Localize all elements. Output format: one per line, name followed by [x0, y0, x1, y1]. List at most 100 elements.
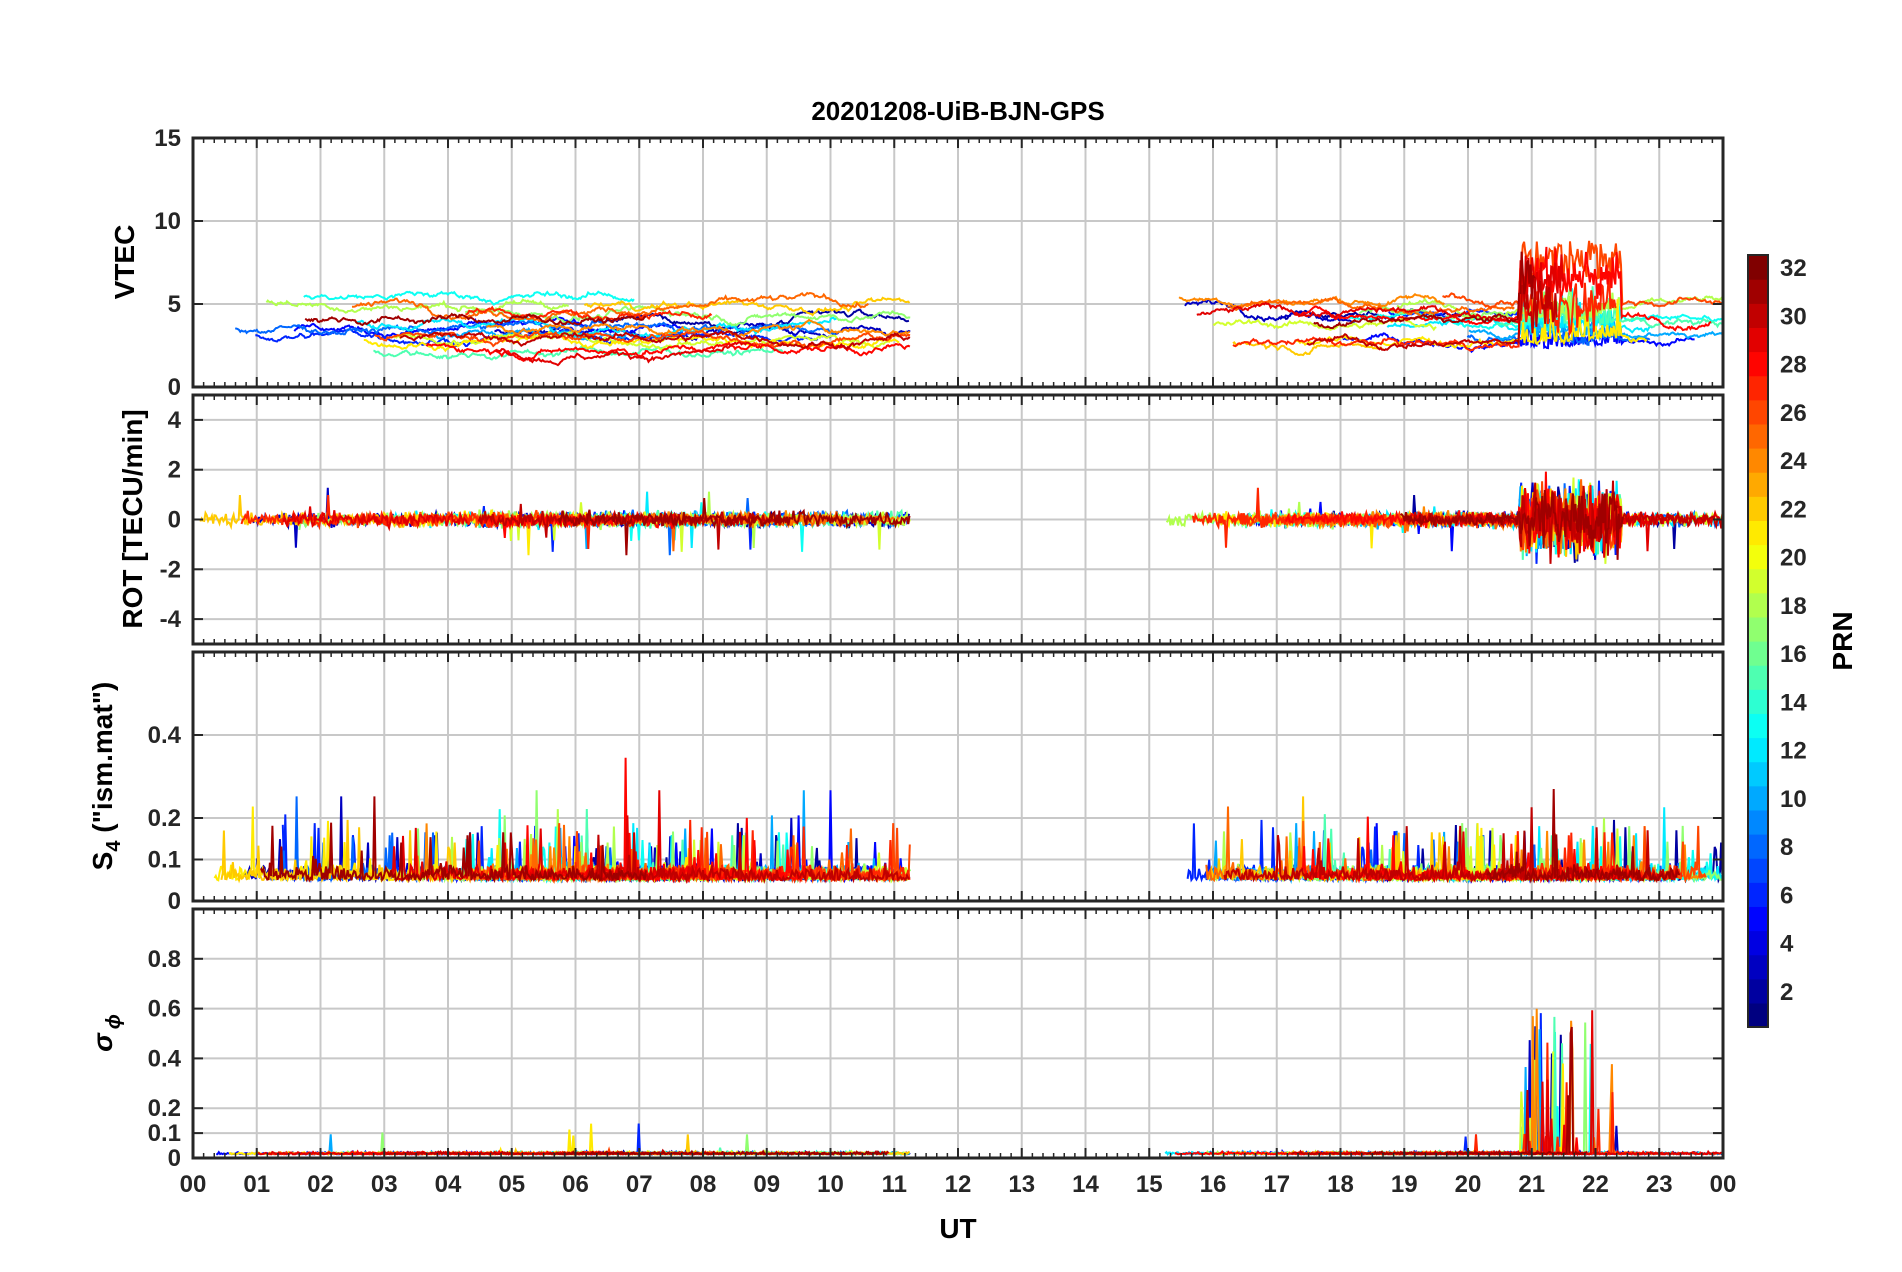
colorbar-cell — [1748, 496, 1768, 521]
colorbar-cell — [1748, 665, 1768, 690]
colorbar-cell — [1748, 592, 1768, 618]
colorbar-cell — [1748, 279, 1768, 304]
vtec-series-prn-28 — [425, 341, 911, 362]
colorbar-tick-label: 4 — [1780, 931, 1794, 958]
sigma_phi-y-tick-label: 0.8 — [148, 946, 181, 973]
vtec-series-prn-31 — [1313, 251, 1536, 330]
vtec-series-prn-18 — [265, 298, 569, 314]
x-tick-label: 00 — [180, 1171, 207, 1198]
s4-y-tick-label: 0.2 — [148, 805, 181, 832]
colorbar-cell — [1748, 761, 1768, 787]
s4-ylabel: S4 ("ism.mat") — [87, 682, 125, 871]
vtec-series-prn-19 — [393, 329, 891, 351]
x-tick-label: 19 — [1391, 1171, 1418, 1198]
colorbar-cell — [1748, 978, 1768, 1004]
colorbar-cell — [1748, 544, 1768, 570]
colorbar-label: PRN — [1827, 611, 1858, 670]
sigma_phi-y-tick-label: 0.6 — [148, 996, 181, 1023]
s4-series-prn-31 — [259, 796, 647, 884]
rot-y-tick-label: 4 — [168, 407, 182, 434]
colorbar-cell — [1748, 1002, 1768, 1028]
rot-series-prn-31 — [1400, 489, 1624, 560]
sigma-phi-ylabel-sub: ϕ — [103, 1014, 125, 1029]
colorbar-tick-label: 8 — [1780, 834, 1793, 861]
sigma_phi-series-prn-30 — [1291, 1089, 1532, 1156]
s4-ylabel-main: S — [87, 852, 118, 871]
rot-y-tick-label: -4 — [160, 606, 182, 633]
colorbar-tick-label: 22 — [1780, 496, 1807, 523]
x-tick-label: 15 — [1136, 1171, 1163, 1198]
s4-panel: 0 0.1 0.2 0.4 S4 ("ism.mat") — [87, 650, 1725, 915]
x-tick-label: 18 — [1327, 1171, 1354, 1198]
vtec-ylabel: VTEC — [109, 225, 140, 300]
sigma_phi-y-tick-label: 0.2 — [148, 1095, 181, 1122]
x-tick-label: 22 — [1582, 1171, 1609, 1198]
vtec-series-prn-13 — [303, 290, 635, 306]
colorbar-tick-label: 30 — [1780, 303, 1807, 330]
colorbar-cell — [1748, 737, 1768, 763]
x-tick-label: 21 — [1518, 1171, 1545, 1198]
s4-series-prn-30 — [1223, 807, 1678, 884]
vtec-series-prn-29 — [494, 341, 754, 367]
vtec-series-prn-31 — [304, 312, 647, 327]
x-tick-label: 13 — [1008, 1171, 1035, 1198]
sigma_phi-y-tick-label: 0 — [168, 1145, 181, 1172]
x-tick-label: 16 — [1200, 1171, 1227, 1198]
colorbar-cell — [1748, 448, 1768, 473]
colorbar-cell — [1748, 351, 1768, 377]
x-tick-label: 05 — [498, 1171, 525, 1198]
x-tick-label: 08 — [690, 1171, 717, 1198]
colorbar-tick-label: 2 — [1780, 979, 1793, 1006]
chart-title: 20201208-UiB-BJN-GPS — [811, 96, 1104, 126]
colorbar-cell — [1748, 930, 1768, 956]
x-axis-ticks: 00 01 02 03 04 05 06 07 08 09 10 11 12 13 14 15 16 17 18 19… — [180, 1171, 1737, 1198]
colorbar-frame — [1747, 254, 1769, 1028]
colorbar-cell — [1748, 255, 1768, 280]
rot-panel: -4 -2 0 2 4 ROT [TECU/min] — [117, 393, 1725, 646]
colorbar-cell — [1748, 472, 1768, 497]
colorbar-cell — [1748, 906, 1768, 932]
s4-series-prn-31 — [1486, 788, 1681, 884]
sigma_phi-series-prn-6 — [299, 1123, 707, 1156]
vtec-y-tick-label: 0 — [168, 374, 181, 401]
colorbar-cell — [1748, 713, 1768, 739]
x-tick-label: 11 — [882, 1171, 907, 1198]
x-tick-label: 23 — [1646, 1171, 1673, 1198]
sigma_phi-y-tick-label: 0.4 — [148, 1045, 182, 1072]
s4-y-tick-label: 0 — [168, 888, 181, 915]
vtec-series-prn-29 — [1196, 254, 1565, 325]
colorbar-cell — [1748, 520, 1768, 546]
vtec-panel: 0 5 10 15 VTEC — [109, 125, 1725, 401]
x-tick-label: 10 — [817, 1171, 844, 1198]
colorbar-cell — [1748, 423, 1768, 449]
colorbar-cell — [1748, 834, 1768, 859]
colorbar-cell — [1748, 858, 1768, 883]
sigma_phi-series-prn-10 — [1182, 1029, 1560, 1158]
rot-y-tick-label: -2 — [160, 556, 181, 583]
x-tick-label: 01 — [243, 1171, 270, 1198]
vtec-series-prn-24 — [1178, 293, 1446, 309]
sigma-phi-ylabel-main: σ — [87, 1032, 118, 1052]
s4-y-tick-label: 0.4 — [148, 722, 182, 749]
vtec-series-prn-8 — [1466, 303, 1651, 346]
colorbar-cell — [1748, 375, 1768, 401]
x-tick-label: 20 — [1455, 1171, 1482, 1198]
vtec-y-tick-label: 5 — [168, 291, 181, 318]
x-axis-label: UT — [939, 1213, 976, 1244]
vtec-series-prn-25 — [1227, 296, 1515, 319]
x-tick-label: 02 — [307, 1171, 334, 1198]
s4-ylabel-sub: 4 — [103, 840, 125, 852]
x-tick-label: 00 — [1710, 1171, 1737, 1198]
colorbar-cell — [1748, 303, 1768, 328]
colorbar-cell — [1748, 399, 1768, 425]
vtec-series-prn-25 — [351, 291, 870, 324]
x-tick-label: 12 — [945, 1171, 972, 1198]
s4-y-tick-label: 0.1 — [148, 847, 181, 874]
vtec-series-prn-26 — [1442, 240, 1723, 310]
colorbar-tick-label: 28 — [1780, 352, 1807, 379]
rot-ylabel: ROT [TECU/min] — [117, 409, 148, 628]
colorbar-tick-label: 14 — [1780, 689, 1807, 716]
x-tick-label: 14 — [1072, 1171, 1099, 1198]
